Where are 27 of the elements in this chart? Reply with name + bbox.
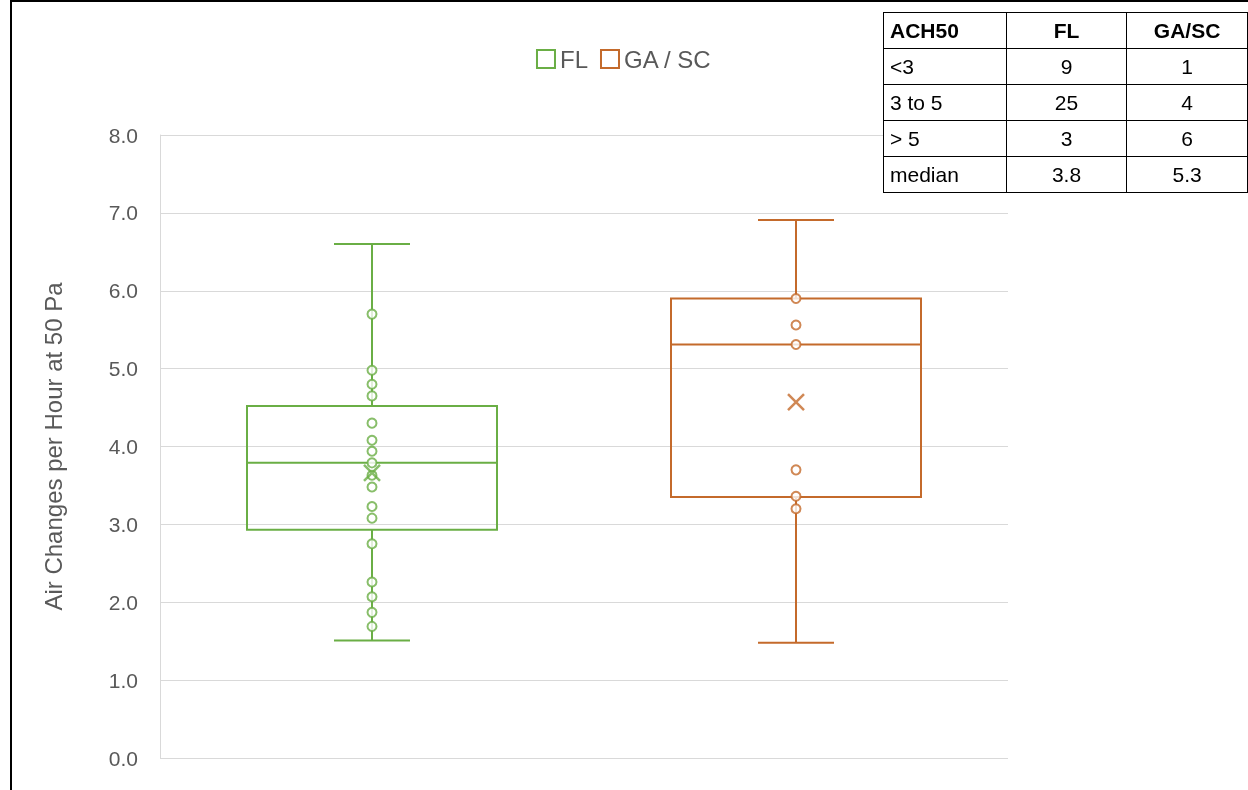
- text: 5.3: [1126, 156, 1248, 193]
- text: 3: [1006, 120, 1127, 157]
- text: 4: [1126, 84, 1248, 121]
- y-tick-label: 8.0: [108, 123, 138, 147]
- legend-label: GA / SC: [623, 45, 711, 73]
- text: 25: [1006, 84, 1127, 121]
- text: GA/SC: [1126, 12, 1248, 49]
- y-axis-title: Air Changes per Hour at 50 Pa: [39, 281, 67, 611]
- legend-label: FL: [559, 45, 588, 73]
- text: 1: [1126, 48, 1248, 85]
- text: 3.8: [1006, 156, 1127, 193]
- text: 6: [1126, 120, 1248, 157]
- y-tick-label: 4.0: [108, 435, 138, 458]
- y-tick-label: 2.0: [108, 590, 138, 614]
- y-tick-label: 1.0: [108, 668, 138, 692]
- y-tick-label: 5.0: [108, 357, 138, 381]
- text: <3: [883, 48, 1007, 85]
- y-tick-label: 0.0: [108, 746, 138, 770]
- text: 3 to 5: [883, 84, 1007, 121]
- y-tick-label: 7.0: [108, 201, 138, 225]
- text: FL: [1006, 12, 1127, 49]
- text: ACH50: [883, 12, 1007, 49]
- annotation: > 5: [883, 120, 1007, 157]
- y-tick-label: 3.0: [108, 512, 138, 536]
- y-tick-label: 6.0: [108, 279, 138, 303]
- text: 9: [1006, 48, 1127, 85]
- annotation: median: [883, 156, 1007, 193]
